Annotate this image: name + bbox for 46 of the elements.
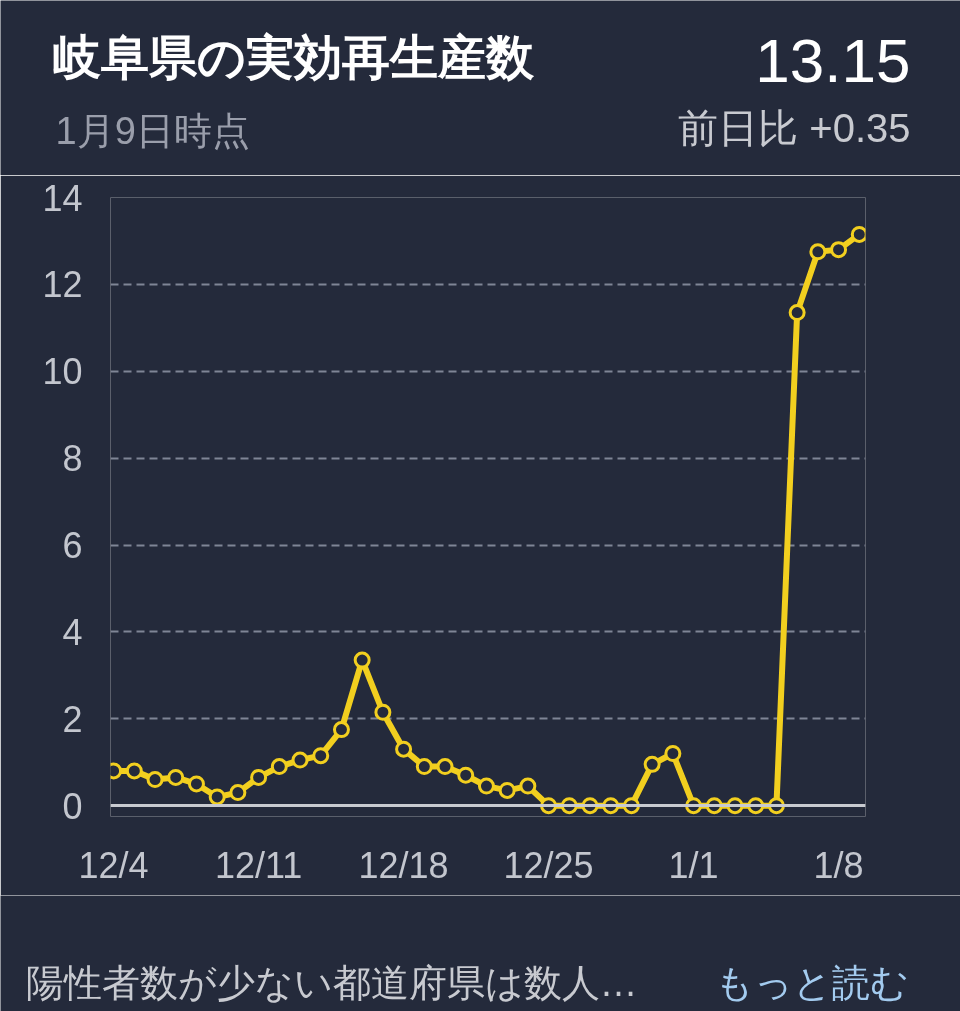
text: 陽性者数が少ない都道府県は数人… <box>25 961 638 1004</box>
y-tick-label: 10 <box>42 351 83 393</box>
y-tick-label: 2 <box>62 698 83 740</box>
point <box>250 768 268 786</box>
x-tick-label: 1/8 <box>813 844 864 886</box>
x-tick-label: 12/18 <box>358 844 449 886</box>
chart-title: 岐阜県の実効再生産数 <box>52 31 535 84</box>
text: 前日比 +0.35 <box>678 105 911 150</box>
point <box>788 304 806 322</box>
point <box>187 775 205 793</box>
point <box>477 777 495 795</box>
point <box>395 740 413 758</box>
point <box>229 784 247 802</box>
point <box>415 758 433 776</box>
x-tick-label: 12/11 <box>214 844 303 886</box>
point <box>332 721 350 739</box>
point <box>374 703 392 721</box>
point <box>664 745 682 762</box>
y-tick-label: 6 <box>62 525 83 567</box>
point <box>312 747 330 765</box>
y-tick-label: 8 <box>62 438 83 480</box>
point <box>270 758 288 776</box>
x-tick-label: 12/25 <box>503 844 594 886</box>
point <box>643 755 661 773</box>
text: 13.15 <box>755 25 911 95</box>
point <box>125 762 143 780</box>
point <box>809 243 827 261</box>
point <box>291 751 309 769</box>
y-tick-label: 14 <box>42 177 83 219</box>
point <box>208 788 226 806</box>
point <box>830 241 848 259</box>
point <box>167 768 185 786</box>
y-tick-label: 4 <box>62 611 83 653</box>
point <box>436 758 454 776</box>
x-tick-label: 12/4 <box>78 844 149 886</box>
point <box>146 771 164 789</box>
x-tick-label: 1/1 <box>668 844 719 886</box>
y-tick-label: 12 <box>42 264 83 306</box>
text: もっと読む <box>714 961 909 1004</box>
chart-subtitle: 1月9日時点 <box>55 109 250 152</box>
y-tick-label: 0 <box>62 785 83 827</box>
point <box>519 777 537 795</box>
point <box>457 766 475 784</box>
point <box>498 781 516 799</box>
point <box>850 225 866 243</box>
point <box>353 651 371 669</box>
